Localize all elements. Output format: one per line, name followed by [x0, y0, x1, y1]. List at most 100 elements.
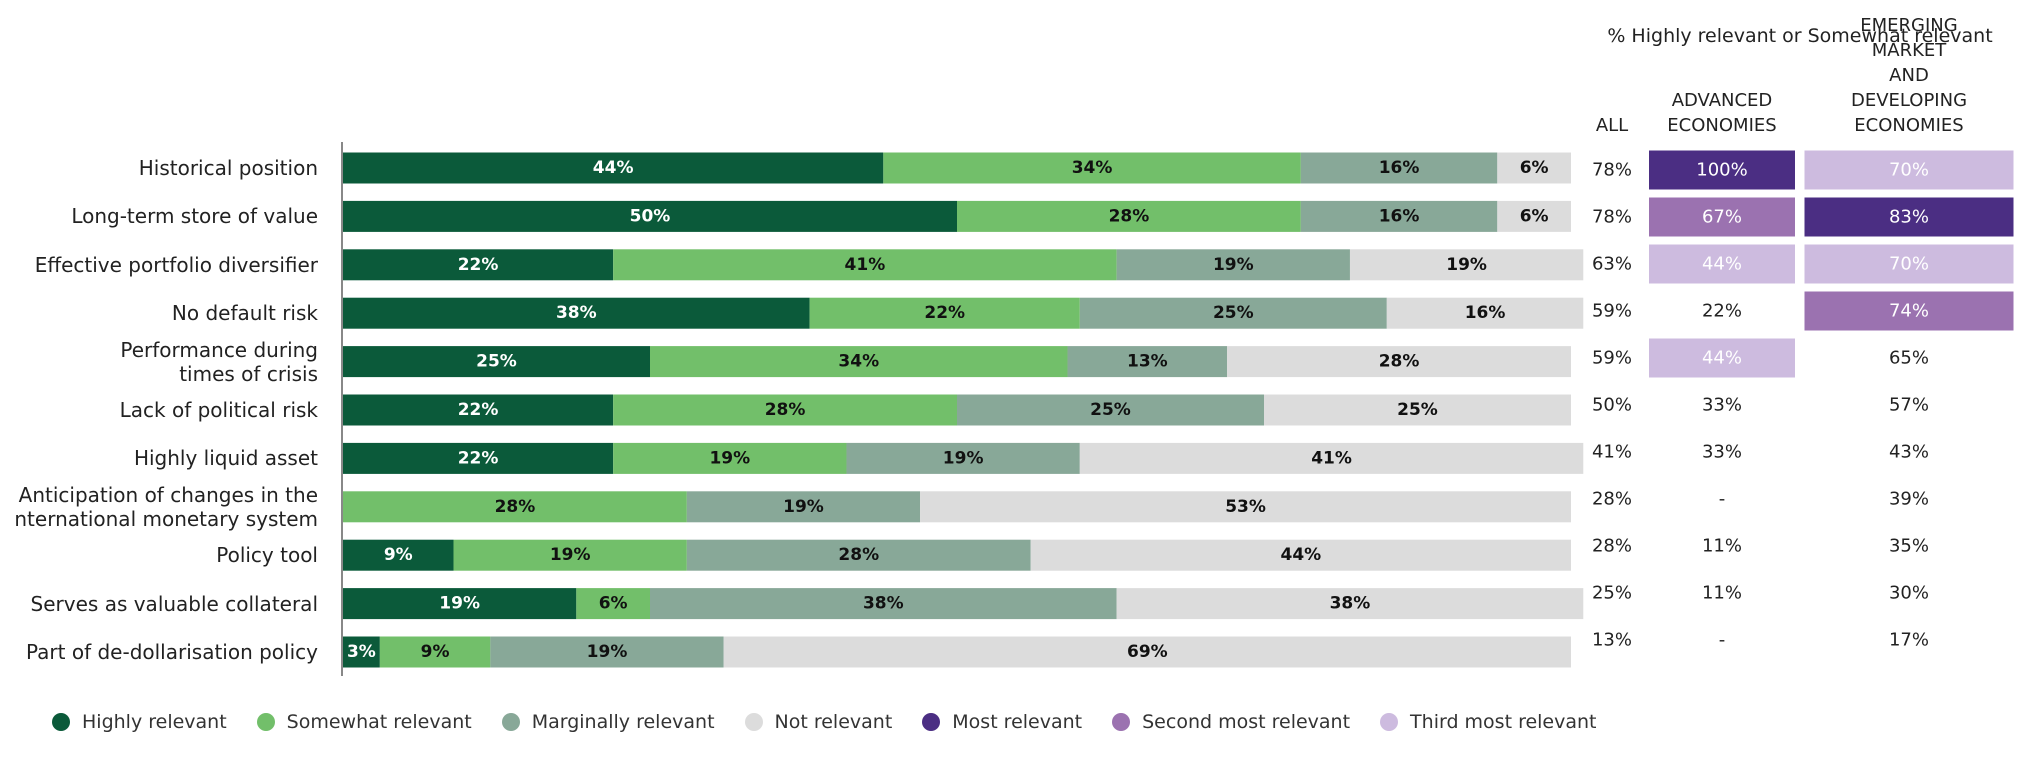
table-cell: 17%	[1889, 630, 1929, 651]
column-header: ALL	[1595, 115, 1629, 136]
rank-cell	[1804, 291, 2014, 331]
data-label: 25%	[1213, 303, 1254, 323]
category-label: Part of de-dollarisation policy	[26, 640, 318, 664]
data-label: 22%	[458, 255, 499, 275]
legend-item: Second most relevant	[1112, 711, 1350, 733]
bar-segment	[650, 346, 1068, 378]
data-label: 16%	[1379, 206, 1420, 226]
category-label: Performance during times of crisis	[120, 337, 318, 386]
data-label: 16%	[1465, 303, 1506, 323]
data-label: 19%	[783, 497, 824, 517]
bar-segment	[1116, 588, 1584, 620]
data-label: 28%	[1109, 206, 1150, 226]
bar-segment	[723, 636, 1571, 668]
data-label: 22%	[924, 303, 965, 323]
legend-swatch	[922, 713, 941, 731]
bar-segment	[343, 442, 614, 474]
bar-segment	[343, 636, 380, 668]
category-label: Serves as valuable collateral	[30, 591, 318, 616]
table-cell: 35%	[1889, 536, 1929, 557]
legend-label: Not relevant	[774, 711, 893, 733]
data-label: 25%	[1397, 400, 1438, 420]
table-cell: 59%	[1592, 301, 1632, 322]
data-label: 28%	[838, 545, 879, 565]
category-label: Lack of political risk	[119, 398, 318, 422]
table-cell: 100%	[1696, 160, 1747, 181]
table-cell: 63%	[1592, 254, 1632, 275]
column-header: ADVANCED ECONOMIES	[1667, 90, 1777, 136]
table-cell: 65%	[1889, 348, 1929, 369]
legend-item: Marginally relevant	[501, 711, 715, 733]
bar-segment	[343, 152, 884, 184]
category-label: No default risk	[171, 301, 318, 326]
data-label: 44%	[1280, 545, 1321, 565]
bar-segment	[576, 588, 650, 620]
bar-segment	[1067, 346, 1228, 378]
rank-cell	[1804, 197, 2014, 237]
table-cell: 50%	[1592, 395, 1632, 416]
bar-segment	[1079, 297, 1387, 329]
table-cell: 67%	[1702, 207, 1742, 228]
data-label: 25%	[476, 352, 517, 372]
category-label: Anticipation of changes in the nternatio…	[14, 482, 318, 531]
data-label: 25%	[1090, 400, 1131, 420]
legend-swatch	[256, 713, 275, 731]
table-cell: 39%	[1889, 489, 1929, 510]
data-label: 13%	[1127, 352, 1168, 372]
bar-segment	[343, 539, 454, 571]
rank-cell	[1649, 338, 1795, 378]
table-cell: 57%	[1889, 395, 1929, 416]
bar-segment	[686, 539, 1031, 571]
bar-segment	[1349, 249, 1584, 281]
data-label: 28%	[495, 497, 536, 517]
bar-segment	[343, 297, 810, 329]
data-label: 6%	[1520, 206, 1549, 226]
bar-segment	[343, 394, 614, 426]
data-label: 19%	[439, 594, 480, 614]
rank-cell	[1804, 150, 2014, 190]
table-cell: 70%	[1889, 254, 1929, 275]
rank-cell	[1804, 244, 2014, 284]
table-cell: 28%	[1592, 536, 1632, 557]
table-cell: -	[1719, 630, 1726, 651]
bar-segment	[957, 200, 1301, 232]
rank-cell	[1649, 197, 1795, 237]
bar-segment	[1079, 442, 1584, 474]
bar-segment	[613, 442, 847, 474]
table-cell: 70%	[1889, 160, 1929, 181]
bar-segment	[343, 491, 687, 523]
data-label: 44%	[593, 158, 634, 178]
data-label: 53%	[1225, 497, 1266, 517]
data-label: 50%	[630, 206, 671, 226]
data-label: 19%	[709, 448, 750, 468]
data-label: 22%	[458, 448, 499, 468]
bar-segment	[343, 346, 650, 378]
legend-swatch	[501, 713, 520, 731]
table-cell: 30%	[1889, 583, 1929, 604]
data-label: 16%	[1379, 158, 1420, 178]
data-label: 34%	[1072, 158, 1113, 178]
rank-cell	[1649, 244, 1795, 284]
legend-label: Somewhat relevant	[286, 711, 472, 733]
bar-segment	[343, 249, 614, 281]
data-label: 38%	[1330, 594, 1371, 614]
bar-segment	[1300, 200, 1498, 232]
legend-item: Somewhat relevant	[256, 711, 472, 733]
bar-segment	[650, 588, 1117, 620]
legend-label: Most relevant	[952, 711, 1083, 733]
legend-item: Highly relevant	[52, 711, 227, 733]
legend-label: Second most relevant	[1142, 711, 1351, 733]
legend-label: Marginally relevant	[531, 711, 715, 733]
rank-cell	[1649, 150, 1795, 190]
bar-segment	[379, 636, 491, 668]
table-cell: 25%	[1592, 583, 1632, 604]
data-label: 6%	[1520, 158, 1549, 178]
data-label: 28%	[765, 400, 806, 420]
table-cell: 22%	[1702, 301, 1742, 322]
bar-segment	[809, 297, 1080, 329]
bar-segment	[613, 394, 957, 426]
data-label: 19%	[1213, 255, 1254, 275]
bar-segment	[453, 539, 687, 571]
bar-segment	[846, 442, 1080, 474]
